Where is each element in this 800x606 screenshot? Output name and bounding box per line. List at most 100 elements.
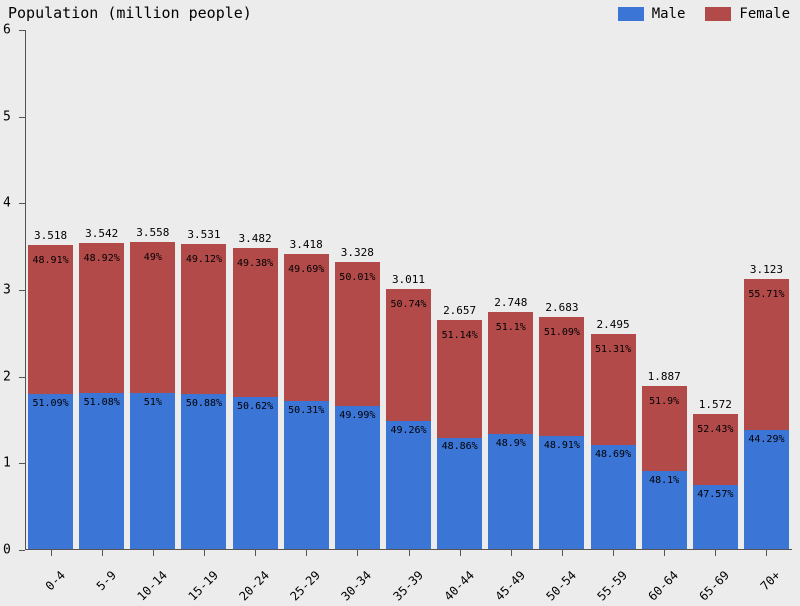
- pct-label-male: 44.29%: [748, 434, 784, 445]
- pct-label-female: 49.12%: [186, 254, 222, 265]
- pct-label-female: 50.74%: [390, 299, 426, 310]
- total-label: 2.748: [494, 296, 527, 309]
- bar-group: [335, 262, 380, 550]
- legend-label-female: Female: [739, 6, 790, 22]
- bar-group: [744, 279, 789, 550]
- bar-group: [284, 254, 329, 550]
- x-tick: [357, 550, 358, 556]
- x-tick-label: 40-44: [438, 568, 476, 606]
- legend-swatch-male: [618, 7, 644, 21]
- pct-label-female: 51.31%: [595, 344, 631, 355]
- y-tick: [19, 550, 25, 551]
- legend-swatch-female: [705, 7, 731, 21]
- y-axis: [25, 30, 26, 550]
- y-tick-label: 4: [3, 196, 11, 211]
- total-label: 3.531: [187, 228, 220, 241]
- x-tick: [51, 550, 52, 556]
- pct-label-male: 50.88%: [186, 398, 222, 409]
- chart-title: Population (million people): [8, 4, 252, 22]
- y-tick: [19, 117, 25, 118]
- bar-segment-female: [744, 279, 789, 430]
- bar-segment-female: [79, 243, 124, 393]
- pct-label-female: 48.92%: [84, 253, 120, 264]
- y-tick: [19, 203, 25, 204]
- pct-label-male: 48.69%: [595, 449, 631, 460]
- x-tick: [766, 550, 767, 556]
- bar-segment-male: [335, 406, 380, 550]
- bar-segment-male: [488, 434, 533, 550]
- y-tick: [19, 463, 25, 464]
- pct-label-male: 47.57%: [697, 489, 733, 500]
- x-tick-label: 30-34: [336, 568, 374, 606]
- pct-label-female: 55.71%: [748, 289, 784, 300]
- total-label: 2.657: [443, 304, 476, 317]
- pct-label-male: 48.86%: [442, 441, 478, 452]
- x-tick-label: 25-29: [285, 568, 323, 606]
- y-tick: [19, 377, 25, 378]
- total-label: 3.558: [136, 226, 169, 239]
- x-tick: [613, 550, 614, 556]
- x-tick: [153, 550, 154, 556]
- legend-item-female: Female: [705, 6, 790, 22]
- x-tick-label: 20-24: [234, 568, 272, 606]
- y-tick-label: 1: [3, 456, 11, 471]
- x-tick-label: 10-14: [132, 568, 170, 606]
- total-label: 1.572: [699, 398, 732, 411]
- legend: Male Female: [618, 6, 790, 22]
- population-chart: Population (million people) Male Female …: [0, 0, 800, 600]
- total-label: 2.495: [596, 318, 629, 331]
- total-label: 3.328: [341, 246, 374, 259]
- bar-group: [181, 244, 226, 550]
- y-tick-label: 6: [3, 23, 11, 38]
- bars-container: [25, 30, 792, 550]
- x-tick: [306, 550, 307, 556]
- legend-item-male: Male: [618, 6, 686, 22]
- bar-segment-male: [181, 394, 226, 550]
- total-label: 3.011: [392, 273, 425, 286]
- bar-segment-male: [386, 421, 431, 550]
- total-label: 3.123: [750, 263, 783, 276]
- legend-label-male: Male: [652, 6, 686, 22]
- bar-segment-male: [28, 394, 73, 550]
- x-tick: [460, 550, 461, 556]
- bar-segment-female: [181, 244, 226, 394]
- bar-group: [591, 334, 636, 550]
- bar-group: [539, 317, 584, 550]
- pct-label-male: 51%: [144, 397, 162, 408]
- x-tick-label: 70+: [745, 568, 783, 606]
- x-tick-label: 5-9: [80, 568, 118, 606]
- x-tick-label: 15-19: [183, 568, 221, 606]
- pct-label-male: 48.91%: [544, 440, 580, 451]
- bar-group: [488, 312, 533, 550]
- y-tick: [19, 290, 25, 291]
- pct-label-male: 50.62%: [237, 401, 273, 412]
- x-tick: [562, 550, 563, 556]
- x-tick: [409, 550, 410, 556]
- y-tick-label: 5: [3, 109, 11, 124]
- total-label: 3.518: [34, 229, 67, 242]
- bar-group: [386, 289, 431, 550]
- x-tick: [715, 550, 716, 556]
- bar-group: [437, 320, 482, 550]
- y-tick-label: 0: [3, 543, 11, 558]
- bar-segment-male: [744, 430, 789, 550]
- total-label: 3.482: [239, 232, 272, 245]
- bar-segment-female: [130, 242, 175, 393]
- bar-group: [642, 386, 687, 550]
- total-label: 3.542: [85, 227, 118, 240]
- total-label: 2.683: [545, 301, 578, 314]
- x-tick: [204, 550, 205, 556]
- pct-label-male: 51.09%: [33, 398, 69, 409]
- pct-label-male: 48.9%: [496, 438, 526, 449]
- total-label: 3.418: [290, 238, 323, 251]
- total-label: 1.887: [648, 370, 681, 383]
- y-tick: [19, 30, 25, 31]
- pct-label-female: 51.9%: [649, 396, 679, 407]
- pct-label-female: 51.1%: [496, 322, 526, 333]
- pct-label-female: 51.09%: [544, 327, 580, 338]
- x-tick: [511, 550, 512, 556]
- pct-label-female: 51.14%: [442, 330, 478, 341]
- pct-label-male: 48.1%: [649, 475, 679, 486]
- x-tick-label: 65-69: [694, 568, 732, 606]
- bar-segment-male: [233, 397, 278, 550]
